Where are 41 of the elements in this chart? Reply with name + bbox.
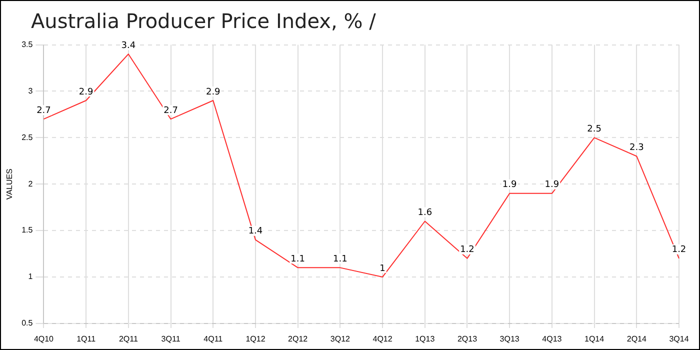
x-tick-label: 3Q12 (330, 334, 351, 344)
data-label: 1.1 (333, 254, 348, 265)
y-axis-title: VALUES (5, 168, 14, 200)
data-label: 1 (380, 264, 386, 274)
data-label: 2.7 (36, 106, 51, 116)
data-label: 3.4 (121, 40, 136, 51)
x-tick-label: 4Q10 (34, 334, 54, 344)
y-tick-label: 3.5 (22, 40, 34, 50)
x-tick-label: 2Q13 (457, 334, 478, 344)
y-tick-label: 2.5 (22, 132, 34, 142)
data-label: 1.2 (672, 245, 686, 256)
x-tick-label: 3Q13 (500, 334, 520, 344)
y-tick-label: 0.5 (22, 318, 34, 328)
data-label: 1.2 (460, 245, 474, 256)
data-label: 2.9 (78, 87, 94, 98)
x-tick-label: 1Q14 (584, 334, 605, 344)
data-label: 1.4 (248, 226, 263, 237)
x-tick-label: 1Q12 (246, 334, 266, 344)
data-label: 2.5 (587, 124, 602, 135)
y-tick-label: 3 (28, 86, 34, 96)
data-label: 2.3 (629, 143, 644, 154)
x-tick-label: 3Q14 (669, 334, 690, 344)
data-label: 1.9 (544, 180, 560, 190)
x-tick-label: 4Q11 (204, 334, 224, 344)
y-tick-label: 2 (28, 179, 34, 188)
x-tick-label: 2Q12 (288, 334, 308, 344)
data-label: 1.6 (418, 208, 432, 218)
data-label: 1.9 (502, 180, 518, 190)
data-label: 2.9 (206, 87, 221, 98)
x-tick-label: 4Q12 (372, 334, 393, 344)
y-tick-label: 1.5 (22, 226, 34, 235)
x-tick-label: 1Q13 (415, 334, 436, 344)
y-tick-label: 1 (28, 272, 34, 282)
chart-title: Australia Producer Price Index, % / (31, 9, 376, 33)
data-label: 2.7 (164, 106, 178, 116)
data-label: 1.1 (290, 254, 305, 265)
x-tick-label: 3Q11 (161, 334, 181, 344)
x-tick-label: 2Q11 (118, 334, 138, 344)
x-tick-label: 2Q14 (626, 334, 647, 344)
x-tick-label: 1Q11 (76, 334, 96, 344)
x-tick-label: 4Q13 (542, 334, 562, 344)
